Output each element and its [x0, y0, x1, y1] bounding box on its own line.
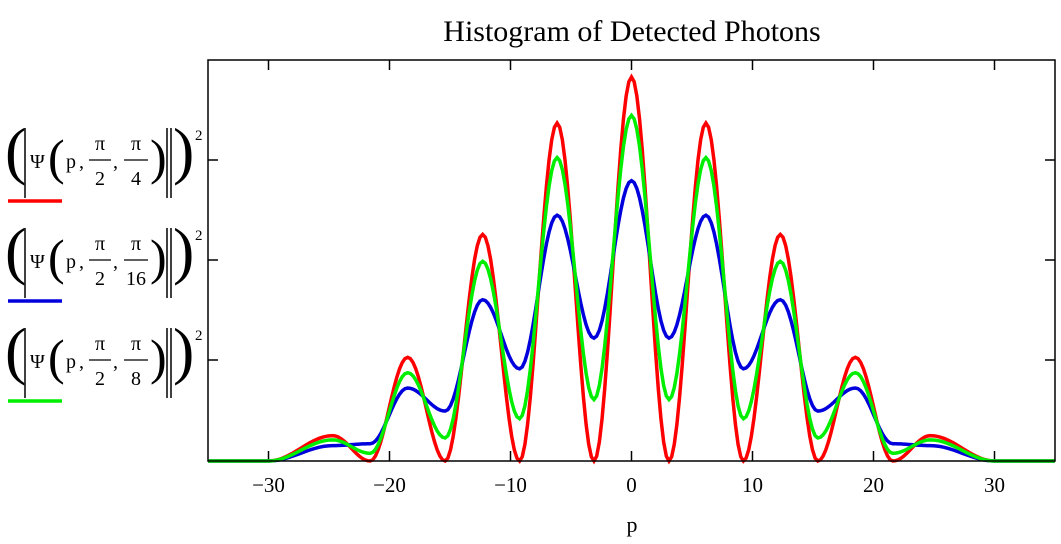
- legend-entry: (Ψ(p ,π2,π8)) 2: [5, 315, 203, 403]
- legend-frac-num: π: [95, 133, 105, 155]
- x-axis-label: p: [627, 512, 638, 537]
- x-tick-label: −30: [252, 473, 285, 497]
- x-tick-label: 0: [626, 473, 637, 497]
- legend-frac-num: π: [131, 233, 141, 255]
- legend-frac-den: 2: [95, 168, 105, 190]
- legend-arg: p: [66, 251, 76, 273]
- legend-psi: Ψ: [30, 251, 45, 273]
- legend-paren: ): [173, 215, 194, 286]
- legend-psi: Ψ: [30, 351, 45, 373]
- legend-paren: ): [150, 329, 167, 385]
- plot-frame: [207, 59, 1056, 462]
- legend-frac-den: 2: [95, 268, 105, 290]
- legend-paren: ): [173, 115, 194, 186]
- legend: (Ψ(p ,π2,π4)) 2(Ψ(p ,π2,π16)) 2(Ψ(p ,π2,π8)) 2: [5, 115, 203, 403]
- legend-paren: (: [48, 229, 65, 285]
- legend-comma: ,: [79, 351, 84, 373]
- legend-exponent: 2: [195, 328, 203, 344]
- x-tick-label: 20: [863, 473, 884, 497]
- legend-comma: ,: [113, 251, 118, 273]
- legend-paren: (: [48, 129, 65, 185]
- legend-paren: (: [48, 329, 65, 385]
- series-line: [208, 112, 1055, 463]
- series-layer: [208, 73, 1055, 465]
- series-line: [208, 73, 1055, 465]
- legend-entry: (Ψ(p ,π2,π4)) 2: [5, 115, 203, 203]
- legend-entry: (Ψ(p ,π2,π16)) 2: [5, 215, 203, 303]
- legend-paren: ): [150, 229, 167, 285]
- legend-comma: ,: [113, 351, 118, 373]
- legend-exponent: 2: [195, 128, 203, 144]
- legend-psi: Ψ: [30, 151, 45, 173]
- legend-comma: ,: [79, 151, 84, 173]
- legend-frac-den: 8: [131, 368, 141, 390]
- axis-ticks: [208, 60, 1055, 461]
- x-tick-label: −20: [373, 473, 406, 497]
- legend-comma: ,: [113, 151, 118, 173]
- legend-frac-num: π: [95, 233, 105, 255]
- x-tick-labels: −30 −20 −10 0 10 20 30: [252, 473, 1005, 497]
- legend-paren: ): [173, 315, 194, 386]
- legend-comma: ,: [79, 251, 84, 273]
- x-tick-label: 10: [742, 473, 763, 497]
- legend-arg: p: [66, 151, 76, 173]
- legend-frac-num: π: [95, 333, 105, 355]
- legend-paren: (: [5, 215, 26, 286]
- legend-frac-num: π: [131, 333, 141, 355]
- x-tick-label: 30: [984, 473, 1005, 497]
- legend-arg: p: [66, 351, 76, 373]
- legend-paren: (: [5, 315, 26, 386]
- legend-frac-num: π: [131, 133, 141, 155]
- legend-paren: ): [150, 129, 167, 185]
- chart-title: Histogram of Detected Photons: [443, 15, 820, 48]
- x-tick-label: −10: [494, 473, 527, 497]
- legend-exponent: 2: [195, 228, 203, 244]
- series-line: [208, 178, 1055, 463]
- legend-frac-den: 2: [95, 368, 105, 390]
- legend-paren: (: [5, 115, 26, 186]
- legend-frac-den: 4: [131, 168, 141, 190]
- legend-frac-den: 16: [126, 268, 146, 290]
